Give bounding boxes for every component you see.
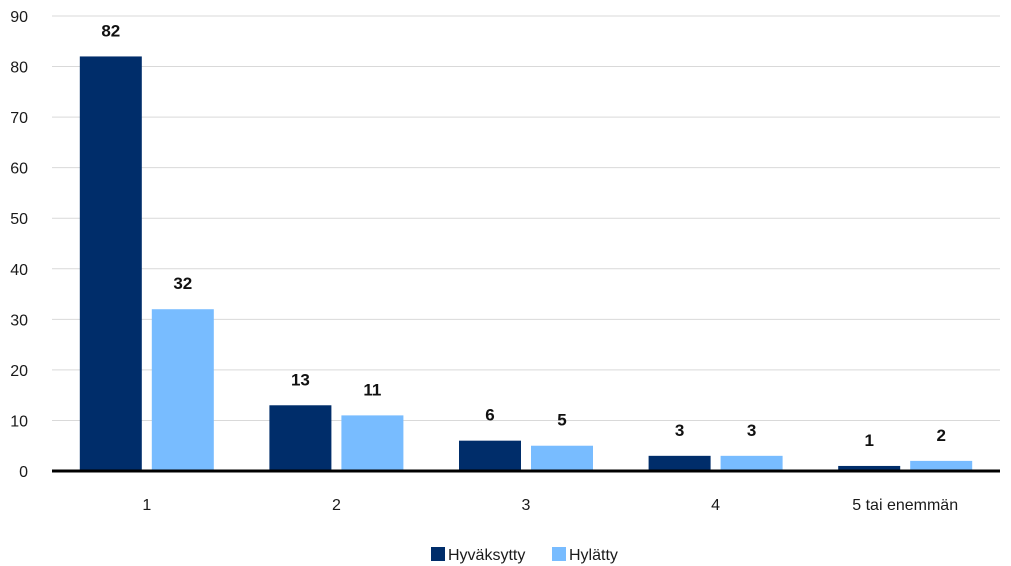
y-tick-label: 20: [10, 363, 28, 380]
bar-hylatty: [531, 445, 593, 471]
y-tick-label: 80: [10, 60, 28, 77]
data-label: 6: [485, 406, 494, 425]
bar-hyvaksytty: [79, 56, 142, 471]
bar-hylatty: [910, 460, 973, 471]
data-label: 1: [864, 431, 873, 450]
y-tick-label: 0: [19, 464, 28, 481]
data-label: 2: [936, 426, 945, 445]
bar-hyvaksytty: [838, 465, 901, 471]
data-label: 32: [173, 274, 192, 293]
legend-swatch: [552, 547, 566, 561]
legend-label: Hyväksytty: [448, 547, 525, 564]
x-category-label: 5 tai enemmän: [852, 497, 958, 514]
y-axis-ticks: 0 10 20 30 40 50 60 70 80 90: [10, 9, 28, 481]
x-axis-categories: 1 2 3 4 5 tai enemmän: [142, 497, 958, 514]
bar-hylatty: [341, 415, 404, 471]
x-category-label: 1: [142, 497, 151, 514]
bars: [79, 56, 973, 471]
x-category-label: 3: [522, 497, 531, 514]
data-label: 82: [101, 21, 120, 40]
data-label: 11: [363, 380, 381, 399]
data-label: 3: [747, 421, 756, 440]
bar-hyvaksytty: [269, 405, 332, 471]
x-category-label: 4: [711, 497, 720, 514]
bar-hylatty: [151, 309, 214, 471]
y-tick-label: 40: [10, 262, 28, 279]
y-tick-label: 10: [10, 413, 28, 430]
legend: Hyväksytty Hylätty: [431, 547, 618, 564]
y-tick-label: 90: [10, 9, 28, 26]
x-category-label: 2: [332, 497, 341, 514]
bar-hyvaksytty: [648, 455, 711, 471]
data-labels: 82 32 13 11 6 5 3 3 1 2: [101, 21, 946, 450]
data-label: 3: [675, 421, 684, 440]
legend-swatch: [431, 547, 445, 561]
y-tick-label: 60: [10, 161, 28, 178]
y-tick-label: 30: [10, 312, 28, 329]
data-label: 5: [557, 411, 566, 430]
y-tick-label: 50: [10, 211, 28, 228]
legend-label: Hylätty: [569, 547, 618, 564]
bar-hyvaksytty: [459, 440, 521, 471]
data-label: 13: [291, 370, 310, 389]
bar-hylatty: [720, 455, 783, 471]
y-tick-label: 70: [10, 110, 28, 127]
